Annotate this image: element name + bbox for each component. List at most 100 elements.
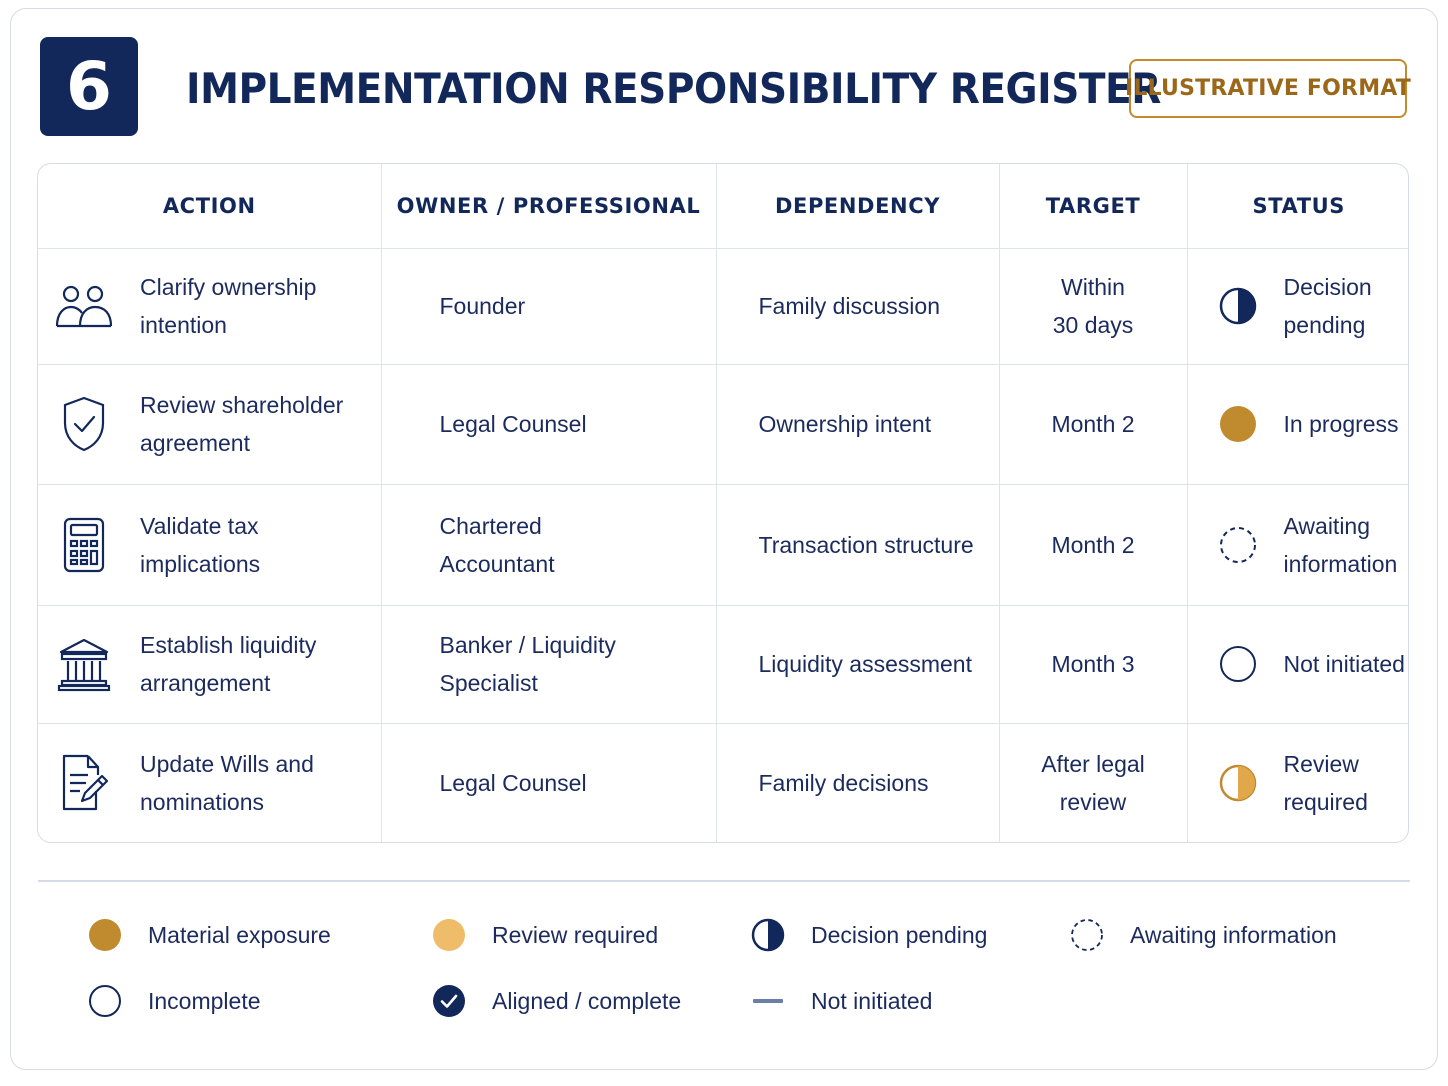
status-line: pending [1283,312,1366,338]
action-cell: Review shareholder agreement [38,364,382,485]
decision-pending-icon [1219,287,1256,325]
table-row: Review shareholder agreement Legal Couns… [38,364,1408,485]
status-line: Decision [1283,274,1372,300]
column-header-target: TARGET [999,164,1188,249]
people-icon [54,276,114,336]
review-half-icon [1219,765,1256,802]
legend-label: Decision pending [811,921,988,948]
dependency-cell: Liquidity assessment [716,605,1000,724]
owner-cell: Legal Counsel [381,723,717,842]
awaiting-information-icon [1071,919,1103,951]
owner-cell: Founder [381,248,717,365]
owner-line: Banker / Liquidity [439,632,616,658]
review-required-icon [433,919,465,951]
status-cell: Not initiated [1187,605,1408,724]
target-line: 30 days [1052,312,1134,338]
column-header-action: ACTION [38,164,382,249]
action-line: intention [140,312,227,338]
legend-item: Awaiting information [1070,918,1337,952]
action-line: Validate tax [140,512,259,539]
action-cell: Establish liquidity arrangement [38,605,382,724]
target-cell: After legal review [999,723,1188,842]
material-exposure-icon [89,919,121,951]
aligned-complete-icon [433,985,465,1017]
target-line: review [1059,789,1127,816]
status-line: In progress [1283,411,1399,437]
page-title: IMPLEMENTATION RESPONSIBILITY REGISTER [186,64,1161,113]
legend-label: Not initiated [811,987,933,1014]
owner-line: Legal Counsel [439,411,587,437]
incomplete-icon [1219,646,1256,682]
legend-item: Decision pending [751,918,987,952]
legend-label: Aligned / complete [492,987,682,1014]
owner-cell: Banker / Liquidity Specialist [381,605,717,724]
status-line: information [1283,550,1398,577]
awaiting-information-icon [1219,526,1256,563]
owner-line: Legal Counsel [439,770,587,797]
action-line: Update Wills and [140,751,314,778]
legend-label: Incomplete [148,987,261,1014]
column-header-status: STATUS [1187,164,1408,249]
action-cell: Validate tax implications [38,484,382,606]
target-line: Month 2 [1051,531,1135,558]
legend-item: Not initiated [751,984,932,1018]
legend-label: Awaiting information [1130,921,1337,948]
status-cell: In progress [1187,364,1408,485]
status-cell: Decision pending [1187,248,1408,365]
table-row: Update Wills and nominations Legal Couns… [38,723,1408,842]
target-cell: Month 2 [999,364,1188,485]
dependency-cell: Ownership intent [716,364,1000,485]
target-line: Month 2 [1051,411,1135,437]
table-row: Establish liquidity arrangement Banker /… [38,605,1408,724]
bank-icon [54,634,114,694]
action-line: arrangement [140,670,271,696]
table-row: Clarify ownership intention Founder Fami… [38,248,1408,365]
status-line: Review [1283,751,1359,778]
format-badge: ILLUSTRATIVE FORMAT [1125,59,1411,118]
action-line: implications [140,550,261,577]
table-header-row: ACTION OWNER / PROFESSIONAL DEPENDENCY T… [38,164,1408,249]
column-header-owner: OWNER / PROFESSIONAL [381,164,717,249]
legend-label: Material exposure [148,921,331,948]
legend-label: Review required [492,921,659,948]
action-line: Clarify ownership [140,274,317,300]
incomplete-icon [89,985,121,1017]
status-line: Awaiting [1283,512,1371,539]
action-cell: Clarify ownership intention [38,248,382,365]
document-pen-icon [54,753,114,813]
column-header-dependency: DEPENDENCY [716,164,1000,249]
target-cell: Within 30 days [999,248,1188,365]
table-row: Validate tax implications Chartered Acco… [38,484,1408,606]
target-line: Within [1061,274,1125,300]
target-line: After legal [1041,751,1145,778]
status-line: required [1283,789,1368,816]
responsibility-table: ACTION OWNER / PROFESSIONAL DEPENDENCY T… [37,163,1409,843]
owner-cell: Legal Counsel [381,364,717,485]
status-cell: Awaiting information [1187,484,1408,606]
not-initiated-dash-icon [753,999,783,1003]
target-cell: Month 3 [999,605,1188,724]
section-number-badge: 6 [40,37,138,136]
target-line: Month 3 [1051,651,1135,677]
target-cell: Month 2 [999,484,1188,606]
action-line: Review shareholder [140,392,344,418]
action-cell: Update Wills and nominations [38,723,382,842]
legend-item: Material exposure [88,918,331,952]
action-line: Establish liquidity [140,632,317,658]
legend-item: Review required [432,918,658,952]
dependency-cell: Transaction structure [716,484,1000,606]
owner-line: Specialist [439,670,538,696]
calculator-icon [54,515,114,575]
decision-pending-icon [751,918,785,952]
status-line: Not initiated [1283,651,1405,677]
owner-line: Founder [439,293,526,319]
legend-item: Aligned / complete [432,984,681,1018]
action-line: agreement [140,430,250,456]
owner-line: Chartered [439,512,542,539]
shield-check-icon [54,394,114,454]
owner-line: Accountant [439,550,555,577]
section-number: 6 [66,48,112,125]
dependency-cell: Family discussion [716,248,1000,365]
status-cell: Review required [1187,723,1408,842]
legend-item: Incomplete [88,984,261,1018]
